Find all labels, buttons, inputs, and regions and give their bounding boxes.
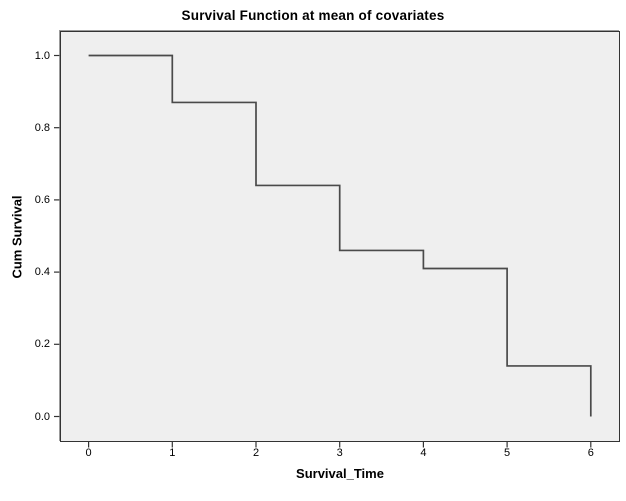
y-tick-label: 0.4	[34, 266, 50, 279]
y-tick-label: 0.0	[34, 410, 50, 423]
x-tick-label: 4	[420, 447, 427, 459]
plot-area	[60, 31, 620, 442]
y-tick-label: 1.0	[34, 49, 50, 62]
y-tick-label: 0.6	[34, 193, 50, 206]
x-tick-label: 3	[336, 447, 343, 459]
x-axis-title: Survival_Time	[296, 466, 384, 481]
y-tick-label: 0.2	[34, 338, 50, 351]
x-tick-label: 0	[85, 447, 92, 459]
x-tick-label: 6	[587, 447, 594, 459]
x-tick-label: 5	[504, 447, 511, 459]
x-tick-label: 2	[252, 447, 260, 459]
y-tick-label: 0.8	[34, 121, 50, 134]
x-tick-label: 1	[169, 447, 176, 459]
chart-title: Survival Function at mean of covariates	[181, 8, 445, 23]
